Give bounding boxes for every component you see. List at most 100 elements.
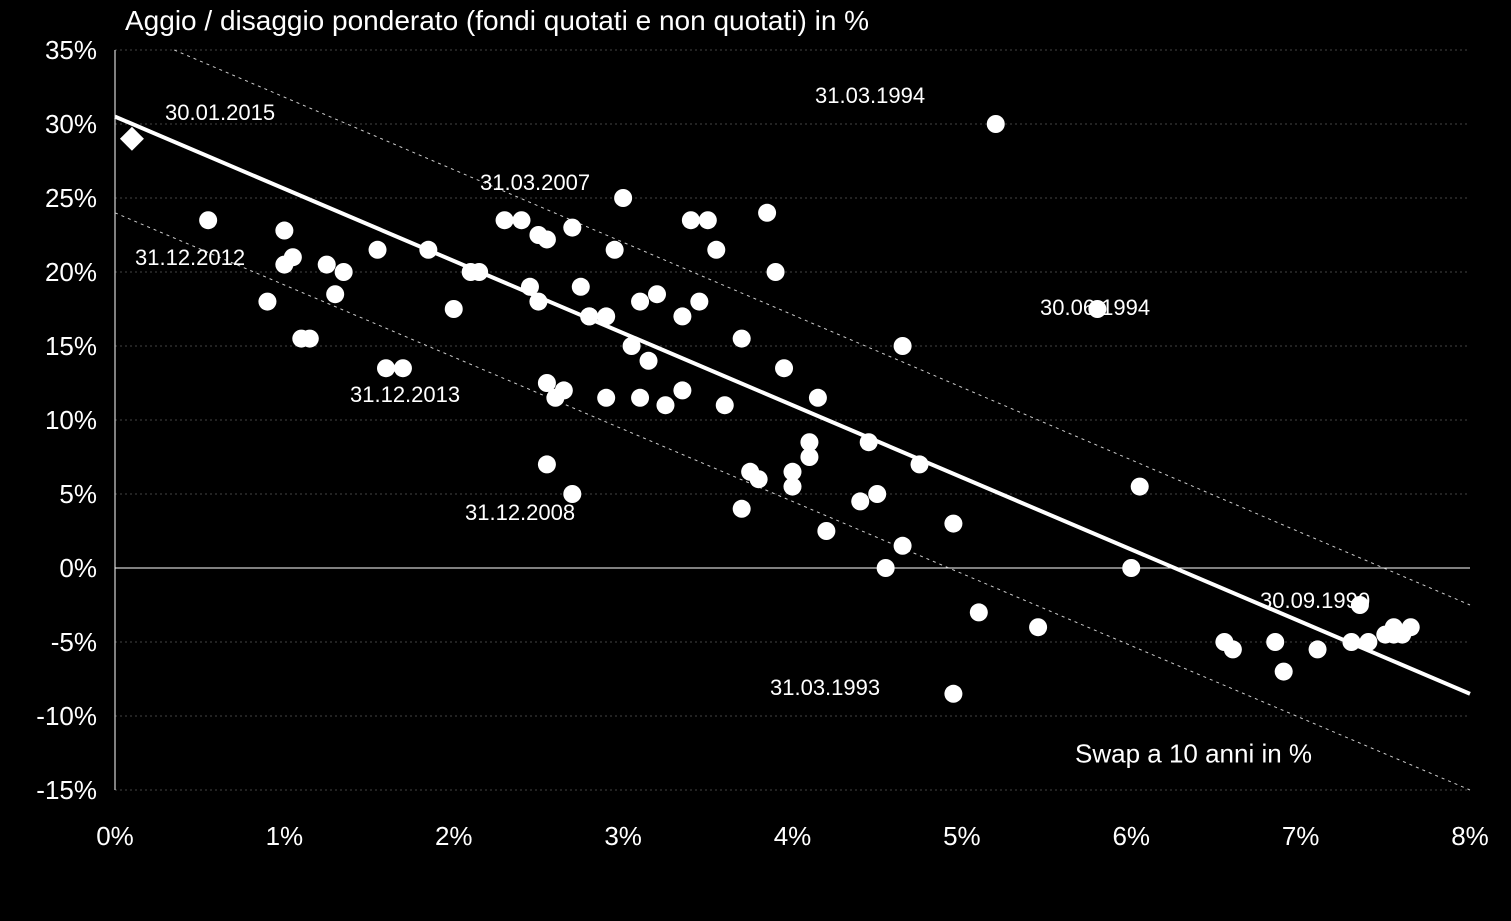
data-point bbox=[1224, 640, 1242, 658]
x-tick-label: 4% bbox=[774, 821, 812, 851]
data-point bbox=[640, 352, 658, 370]
annotation-label: 30.01.2015 bbox=[165, 100, 275, 125]
data-point bbox=[597, 389, 615, 407]
data-point bbox=[860, 433, 878, 451]
data-point bbox=[318, 256, 336, 274]
confidence-band-upper bbox=[174, 50, 1470, 605]
data-point bbox=[538, 455, 556, 473]
x-tick-label: 7% bbox=[1282, 821, 1320, 851]
annotation-label: 31.12.2012 bbox=[135, 245, 245, 270]
y-tick-label: 0% bbox=[59, 553, 97, 583]
data-point bbox=[817, 522, 835, 540]
y-tick-label: 25% bbox=[45, 183, 97, 213]
data-point bbox=[673, 307, 691, 325]
data-point bbox=[877, 559, 895, 577]
data-point bbox=[394, 359, 412, 377]
data-point bbox=[335, 263, 353, 281]
data-point bbox=[944, 515, 962, 533]
data-point bbox=[275, 222, 293, 240]
data-point bbox=[868, 485, 886, 503]
data-point bbox=[1342, 633, 1360, 651]
data-point bbox=[606, 241, 624, 259]
data-point bbox=[851, 492, 869, 510]
data-point bbox=[800, 433, 818, 451]
data-point bbox=[258, 293, 276, 311]
data-point bbox=[682, 211, 700, 229]
data-point bbox=[1029, 618, 1047, 636]
y-tick-label: 30% bbox=[45, 109, 97, 139]
annotation-label: 31.03.1994 bbox=[815, 83, 925, 108]
scatter-chart: -15%-10%-5%0%5%10%15%20%25%30%35%0%1%2%3… bbox=[0, 0, 1511, 921]
annotation-label: 30.09.1990 bbox=[1260, 588, 1370, 613]
highlight-point bbox=[120, 127, 144, 151]
data-point bbox=[377, 359, 395, 377]
data-point bbox=[1275, 663, 1293, 681]
x-tick-label: 8% bbox=[1451, 821, 1489, 851]
data-point bbox=[750, 470, 768, 488]
x-tick-label: 3% bbox=[604, 821, 642, 851]
data-point bbox=[707, 241, 725, 259]
data-point bbox=[987, 115, 1005, 133]
y-tick-label: 5% bbox=[59, 479, 97, 509]
data-point bbox=[445, 300, 463, 318]
x-tick-label: 6% bbox=[1112, 821, 1150, 851]
data-point bbox=[199, 211, 217, 229]
data-point bbox=[1266, 633, 1284, 651]
data-point bbox=[284, 248, 302, 266]
data-point bbox=[767, 263, 785, 281]
x-tick-label: 2% bbox=[435, 821, 473, 851]
data-point bbox=[733, 330, 751, 348]
x-axis-title: Swap a 10 anni in % bbox=[1075, 738, 1312, 768]
annotation-label: 31.03.2007 bbox=[480, 170, 590, 195]
x-tick-label: 5% bbox=[943, 821, 981, 851]
data-point bbox=[775, 359, 793, 377]
annotation-label: 31.03.1993 bbox=[770, 675, 880, 700]
data-point bbox=[555, 381, 573, 399]
data-point bbox=[631, 293, 649, 311]
y-tick-label: 35% bbox=[45, 35, 97, 65]
data-point bbox=[580, 307, 598, 325]
data-point bbox=[944, 685, 962, 703]
data-point bbox=[301, 330, 319, 348]
data-point bbox=[1359, 633, 1377, 651]
data-point bbox=[597, 307, 615, 325]
data-point bbox=[1131, 478, 1149, 496]
data-point bbox=[538, 230, 556, 248]
data-point bbox=[470, 263, 488, 281]
confidence-band-lower bbox=[115, 213, 1470, 790]
data-point bbox=[369, 241, 387, 259]
annotation-label: 30.06.1994 bbox=[1040, 295, 1150, 320]
data-point bbox=[326, 285, 344, 303]
data-point bbox=[419, 241, 437, 259]
data-point bbox=[513, 211, 531, 229]
data-point bbox=[496, 211, 514, 229]
chart-svg: -15%-10%-5%0%5%10%15%20%25%30%35%0%1%2%3… bbox=[0, 0, 1511, 921]
data-point bbox=[673, 381, 691, 399]
y-tick-label: -10% bbox=[36, 701, 97, 731]
x-tick-label: 0% bbox=[96, 821, 134, 851]
data-point bbox=[572, 278, 590, 296]
data-point bbox=[614, 189, 632, 207]
data-point bbox=[894, 537, 912, 555]
data-point bbox=[563, 219, 581, 237]
y-tick-label: -5% bbox=[51, 627, 97, 657]
data-point bbox=[690, 293, 708, 311]
x-tick-label: 1% bbox=[266, 821, 304, 851]
y-axis-title: Aggio / disaggio ponderato (fondi quotat… bbox=[125, 5, 869, 36]
data-point bbox=[529, 293, 547, 311]
data-point bbox=[758, 204, 776, 222]
y-tick-label: 15% bbox=[45, 331, 97, 361]
annotation-label: 31.12.2013 bbox=[350, 382, 460, 407]
data-point bbox=[911, 455, 929, 473]
data-point bbox=[699, 211, 717, 229]
data-point bbox=[656, 396, 674, 414]
data-point bbox=[716, 396, 734, 414]
data-point bbox=[809, 389, 827, 407]
data-point bbox=[970, 603, 988, 621]
data-point bbox=[1309, 640, 1327, 658]
y-tick-label: 20% bbox=[45, 257, 97, 287]
data-point bbox=[733, 500, 751, 518]
data-point bbox=[1122, 559, 1140, 577]
data-point bbox=[623, 337, 641, 355]
y-tick-label: 10% bbox=[45, 405, 97, 435]
